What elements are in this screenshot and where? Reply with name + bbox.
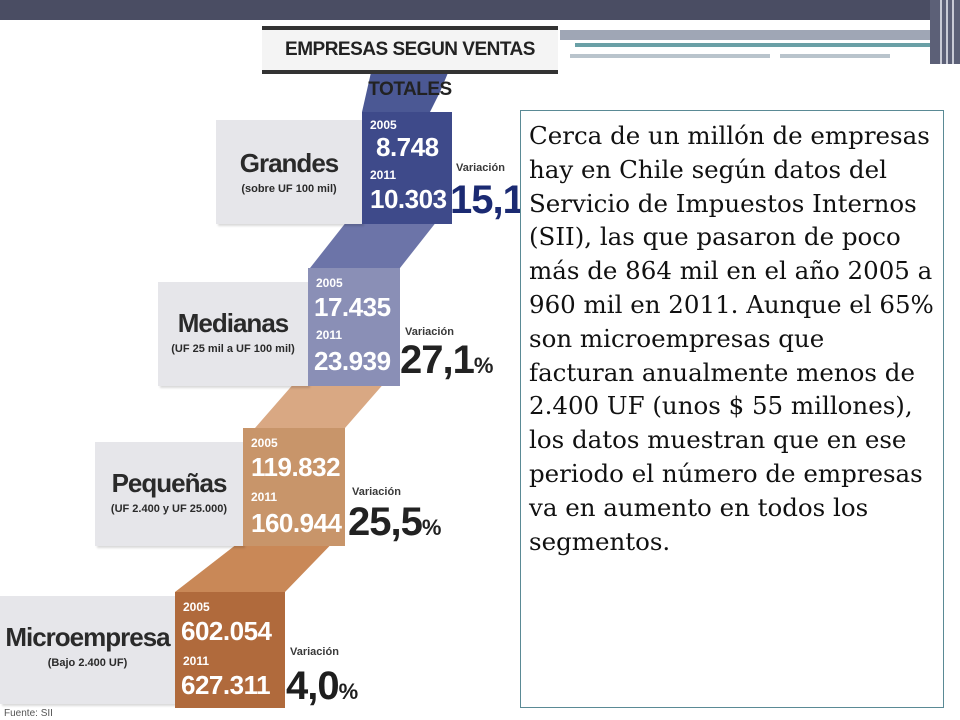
- segment-range: (Bajo 2.400 UF): [47, 657, 128, 669]
- variation-label: Variación: [456, 162, 505, 174]
- infographic: EMPRESAS SEGUN VENTAS TOTALES Grandes (s…: [0, 20, 560, 720]
- value-2005: 119.832: [251, 452, 341, 482]
- segment-name: Medianas: [177, 308, 290, 338]
- value-2011: 160.944: [251, 508, 342, 538]
- body-paragraph: Cerca de un millón de empresas hay en Ch…: [529, 121, 934, 556]
- slide-corner-block: [930, 0, 960, 64]
- year-label: 2005: [316, 276, 343, 290]
- year-label: 2005: [370, 118, 397, 132]
- variation-label: Variación: [290, 646, 339, 658]
- year-label: 2011: [251, 490, 278, 504]
- segment-label-micro: Microempresa (Bajo 2.400 UF): [0, 596, 175, 704]
- segment-range: (UF 2.400 y UF 25.000): [110, 503, 228, 515]
- variation-number: 27,1: [400, 338, 475, 382]
- value-2011: 627.311: [181, 670, 271, 700]
- accent-bar: [780, 54, 890, 58]
- value-2005: 602.054: [181, 616, 272, 646]
- variation-label: Variación: [405, 326, 454, 338]
- corner-stripe: [946, 0, 948, 64]
- slide-top-bar: [0, 0, 930, 20]
- corner-stripe: [940, 0, 942, 64]
- infographic-title: EMPRESAS SEGUN VENTAS TOTALES: [262, 26, 558, 100]
- value-2005: 17.435: [314, 292, 391, 322]
- accent-bar: [575, 43, 930, 47]
- corner-stripe: [952, 0, 954, 64]
- value-2011: 10.303: [370, 184, 447, 214]
- value-2011: 23.939: [314, 346, 391, 376]
- percent-sign: %: [338, 679, 359, 704]
- segment-name: Grandes: [239, 148, 340, 178]
- segment-values-medianas: 2005 17.435 2011 23.939: [308, 268, 400, 386]
- year-label: 2011: [183, 654, 210, 668]
- segment-label-medianas: Medianas (UF 25 mil a UF 100 mil): [158, 282, 308, 386]
- value-2005: 8.748: [376, 132, 439, 162]
- segment-range: (sobre UF 100 mil): [241, 183, 337, 195]
- ribbon-top: [362, 68, 450, 112]
- source-note: Fuente: SII: [4, 708, 53, 719]
- text-panel: Cerca de un millón de empresas hay en Ch…: [520, 110, 944, 708]
- year-label: 2005: [183, 600, 210, 614]
- year-label: 2011: [316, 328, 343, 342]
- segment-label-grandes: Grandes (sobre UF 100 mil): [216, 120, 362, 224]
- segment-label-pequenas: Pequeñas (UF 2.400 y UF 25.000): [95, 442, 243, 546]
- variation-number: 15,1: [450, 178, 525, 222]
- percent-sign: %: [421, 515, 442, 540]
- segment-name: Microempresa: [5, 622, 170, 652]
- segment-range: (UF 25 mil a UF 100 mil): [171, 343, 295, 355]
- year-label: 2011: [370, 168, 397, 182]
- accent-bar: [560, 30, 930, 40]
- variation-pequenas: 25,5%: [348, 500, 442, 545]
- year-label: 2005: [251, 436, 278, 450]
- percent-sign: %: [473, 353, 494, 378]
- segment-name: Pequeñas: [111, 468, 228, 498]
- accent-bar: [570, 54, 770, 58]
- segment-values-micro: 2005 602.054 2011 627.311: [175, 592, 285, 708]
- variation-medianas: 27,1%: [400, 338, 494, 383]
- variation-number: 4,0: [286, 664, 340, 708]
- segment-values-grandes: 2005 8.748 2011 10.303: [362, 112, 452, 224]
- variation-number: 25,5: [348, 500, 423, 544]
- variation-micro: 4,0%: [286, 664, 359, 709]
- segment-values-pequenas: 2005 119.832 2011 160.944: [243, 428, 345, 546]
- variation-label: Variación: [352, 486, 401, 498]
